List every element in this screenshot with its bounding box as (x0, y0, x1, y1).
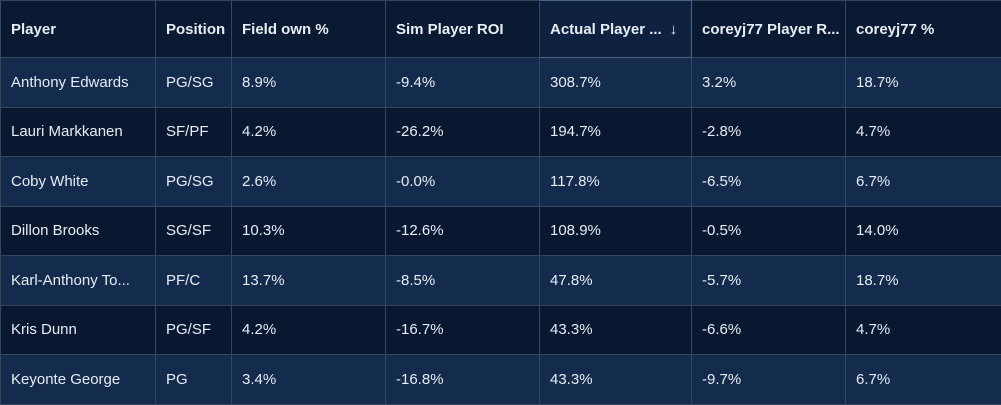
column-header[interactable]: coreyj77 % (846, 1, 1001, 58)
table-cell: Coby White (1, 157, 156, 207)
table-cell: Dillon Brooks (1, 206, 156, 256)
column-header[interactable]: Position (156, 1, 232, 58)
table-cell: 108.9% (540, 206, 692, 256)
table-cell: 2.6% (232, 157, 386, 207)
table-cell: -8.5% (386, 256, 540, 306)
table-cell: Keyonte George (1, 355, 156, 405)
header-row: Player Position Field own % Sim Player ROI A… (1, 1, 1001, 58)
column-header[interactable]: coreyj77 Player R... (692, 1, 846, 58)
table-cell: 6.7% (846, 157, 1001, 207)
table-cell: 4.7% (846, 107, 1001, 157)
column-header[interactable]: Sim Player ROI (386, 1, 540, 58)
table-cell: PG (156, 355, 232, 405)
table-cell: 4.7% (846, 305, 1001, 355)
table-cell: SG/SF (156, 206, 232, 256)
column-title: Sim Player ROI (396, 21, 504, 38)
table-cell: -9.7% (692, 355, 846, 405)
column-title: Field own % (242, 21, 329, 38)
column-title: Player (11, 21, 56, 38)
column-title: coreyj77 % (856, 21, 934, 38)
table-cell: 13.7% (232, 256, 386, 306)
table-cell: 3.2% (692, 58, 846, 108)
table-cell: -16.8% (386, 355, 540, 405)
table-cell: -9.4% (386, 58, 540, 108)
table-cell: PG/SG (156, 58, 232, 108)
table-cell: -6.6% (692, 305, 846, 355)
table-cell: 4.2% (232, 107, 386, 157)
column-header[interactable]: Field own % (232, 1, 386, 58)
column-title: coreyj77 Player R... (702, 21, 840, 38)
table-cell: 18.7% (846, 58, 1001, 108)
table-cell: PF/C (156, 256, 232, 306)
sort-icon[interactable]: ↓ (670, 21, 678, 38)
table-cell: 3.4% (232, 355, 386, 405)
table-cell: PG/SF (156, 305, 232, 355)
column-header[interactable]: Player (1, 1, 156, 58)
table-cell: SF/PF (156, 107, 232, 157)
table-cell: 6.7% (846, 355, 1001, 405)
table-cell: 14.0% (846, 206, 1001, 256)
column-title: Position (166, 21, 225, 38)
column-title: Actual Player ... (550, 21, 662, 38)
table-cell: 47.8% (540, 256, 692, 306)
table-cell: Kris Dunn (1, 305, 156, 355)
table-cell: 117.8% (540, 157, 692, 207)
column-header[interactable]: Actual Player ... ↓ (540, 1, 692, 58)
table-cell: -16.7% (386, 305, 540, 355)
table-cell: 10.3% (232, 206, 386, 256)
table-cell: -2.8% (692, 107, 846, 157)
table-cell: -12.6% (386, 206, 540, 256)
table-cell: -26.2% (386, 107, 540, 157)
table-cell: Anthony Edwards (1, 58, 156, 108)
table-cell: 18.7% (846, 256, 1001, 306)
table-cell: 43.3% (540, 305, 692, 355)
table-cell: Karl-Anthony To... (1, 256, 156, 306)
table-cell: 4.2% (232, 305, 386, 355)
table-cell: 308.7% (540, 58, 692, 108)
table-cell: 194.7% (540, 107, 692, 157)
table-cell: -6.5% (692, 157, 846, 207)
table-cell: -0.5% (692, 206, 846, 256)
table-cell: -5.7% (692, 256, 846, 306)
table-cell: Lauri Markkanen (1, 107, 156, 157)
table-cell: -0.0% (386, 157, 540, 207)
table-cell: 43.3% (540, 355, 692, 405)
table-cell: PG/SG (156, 157, 232, 207)
table-cell: 8.9% (232, 58, 386, 108)
